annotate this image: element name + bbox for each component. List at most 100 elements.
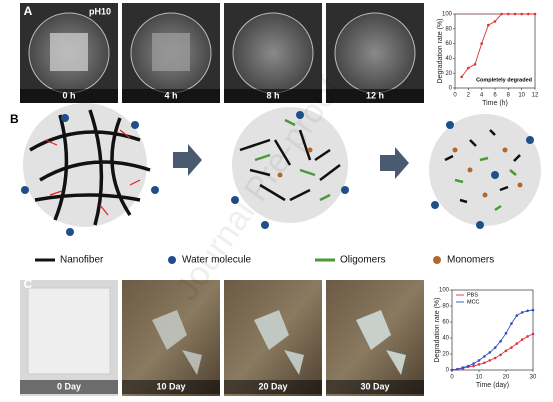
y-tick-label: 60 <box>445 41 452 47</box>
caption: 0 h <box>62 90 75 100</box>
x-tick-label: 8 <box>507 93 511 99</box>
caption: 10 Day <box>156 381 185 391</box>
point <box>520 311 524 314</box>
annotation: Completely degraded <box>476 77 532 83</box>
oligomer <box>454 156 517 212</box>
water-path <box>44 129 141 216</box>
point <box>515 314 519 317</box>
caption: 8 h <box>266 90 279 100</box>
caption-band <box>326 380 424 394</box>
y-tick-label: 40 <box>445 56 452 62</box>
y-tick-label: 40 <box>442 336 449 342</box>
circle <box>429 114 541 226</box>
x-tick-label: 4 <box>480 93 484 99</box>
point <box>513 12 517 16</box>
point <box>483 361 486 365</box>
point <box>450 368 454 372</box>
x-tick-label: 0 <box>453 93 457 99</box>
point <box>477 359 481 362</box>
photo-row-c: 0 Day 10 Day 20 Day 30 Day <box>20 280 424 396</box>
point <box>488 351 492 354</box>
caption-band <box>20 89 118 103</box>
point <box>504 331 508 335</box>
caption: 30 Day <box>360 381 389 391</box>
point <box>515 342 519 345</box>
point <box>531 332 535 336</box>
y-tick-label: 20 <box>442 352 449 358</box>
gap <box>356 310 406 375</box>
point <box>526 309 529 313</box>
y-axis-label: Degradation rate (%) <box>437 19 444 84</box>
legend-label: MCC <box>467 299 480 305</box>
sample <box>152 33 190 71</box>
plot-frame <box>454 13 536 89</box>
point <box>473 63 477 66</box>
legend-label: Nanofiber <box>60 255 104 266</box>
x-tick-label: 12 <box>532 93 539 99</box>
series-line <box>451 333 534 371</box>
x-tick-label: 2 <box>467 93 471 99</box>
monomers <box>277 147 523 198</box>
y-tick-label: 20 <box>445 71 452 77</box>
point <box>467 66 470 70</box>
point <box>526 335 529 338</box>
dish <box>334 12 416 94</box>
point <box>510 346 513 349</box>
caption-band <box>224 380 322 394</box>
caption: 12 h <box>366 90 384 100</box>
point <box>527 12 530 16</box>
point <box>472 362 475 365</box>
legend-swatch <box>433 256 441 264</box>
caption-band <box>122 89 220 103</box>
point <box>520 12 523 16</box>
point <box>531 308 535 312</box>
point <box>510 322 513 325</box>
point <box>460 75 463 79</box>
diagram-b <box>21 103 541 236</box>
y-tick-label: 80 <box>442 304 449 310</box>
arrow <box>380 147 409 179</box>
ph-label: pH10 <box>89 6 111 16</box>
legend-label: Oligomers <box>340 255 386 266</box>
y-tick-label: 0 <box>446 368 450 374</box>
panel-label: C <box>24 277 33 291</box>
series-line <box>451 309 534 371</box>
gap <box>152 310 202 375</box>
x-tick-label: 30 <box>530 375 537 381</box>
caption-band <box>326 89 424 103</box>
sample <box>50 33 88 71</box>
point <box>499 339 502 343</box>
caption: 0 Day <box>57 381 81 391</box>
y-tick-label: 80 <box>445 26 452 32</box>
point <box>533 12 537 16</box>
oligomer <box>254 118 331 202</box>
y-tick-label: 60 <box>442 320 449 326</box>
point <box>488 359 492 362</box>
legend-label: Water molecule <box>182 255 252 266</box>
point <box>520 338 524 341</box>
point <box>493 356 497 360</box>
caption-band <box>20 380 118 394</box>
legend-b: Nanofiber Water molecule Oligomers Monom… <box>35 255 494 266</box>
point <box>500 12 503 16</box>
sample <box>27 287 111 375</box>
point <box>507 12 510 16</box>
x-tick-label: 0 <box>450 375 454 381</box>
point <box>472 364 475 368</box>
water-molecules <box>21 111 534 236</box>
x-axis-label: Time (h) <box>482 100 508 107</box>
point <box>487 23 490 27</box>
point <box>493 346 497 349</box>
dish <box>232 12 314 94</box>
x-axis-label: Time (day) <box>476 382 509 389</box>
point <box>493 20 497 23</box>
plot-frame <box>451 289 534 371</box>
panel-label: A <box>24 4 33 18</box>
arrow <box>173 144 202 176</box>
point <box>466 364 470 368</box>
point <box>477 363 481 366</box>
nanofiber <box>239 129 341 202</box>
caption: 4 h <box>164 90 177 100</box>
x-tick-label: 20 <box>503 375 510 381</box>
